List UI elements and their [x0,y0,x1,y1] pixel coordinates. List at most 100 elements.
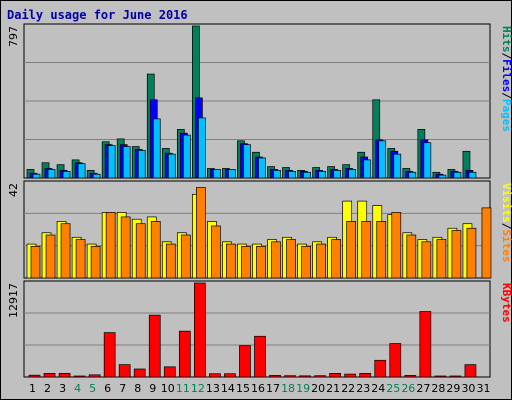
bar-kbytes-day-25 [389,343,402,378]
bar-sites-day-25 [391,212,402,279]
bar-kbytes-day-20 [314,375,326,378]
bar-sites-day-24 [376,221,387,279]
x-tick-day-29: 29 [446,382,460,395]
x-tick-day-2: 2 [44,382,51,395]
bar-pages-day-3 [62,170,71,179]
bar-sites-day-11 [180,234,191,279]
bar-sites-day-12 [196,187,206,279]
bar-pages-day-24 [378,140,387,179]
y-max-label: 12917 [7,283,20,318]
bar-sites-day-28 [436,239,447,279]
bar-sites-day-22 [346,221,357,279]
legend-visits: Visits [500,183,512,223]
bar-pages-day-20 [318,170,326,179]
legend-separator: / [500,223,512,230]
bar-kbytes-day-9 [148,314,161,378]
x-tick-day-27: 27 [416,382,430,395]
legend-pages: Pages [500,99,512,132]
x-tick-day-12: 12 [191,382,205,395]
x-tick-day-30: 30 [461,382,475,395]
bar-sites-day-18 [286,239,296,279]
y-max-label: 797 [7,26,20,47]
x-tick-day-9: 9 [149,382,156,395]
series-sites [30,187,492,279]
panel-legend: Hits/Files/Pages [500,26,512,132]
x-tick-day-8: 8 [134,382,141,395]
legend-kbytes: KBytes [500,283,512,323]
bar-pages-day-15 [243,144,251,179]
x-axis-day-labels: 1 2 3 4 5 6 7 8 9 10 11 12 13 14 15 16 17 18 19 20 21 22 23 24 2… [29,382,490,395]
x-tick-day-3: 3 [59,382,66,395]
bar-sites-day-17 [271,241,281,279]
bar-pages-day-18 [288,170,296,179]
x-tick-day-26: 26 [401,382,415,395]
bar-pages-day-21 [333,170,341,179]
bar-pages-day-27 [423,142,432,179]
bar-pages-day-10 [167,153,176,179]
legend-hits: Hits [500,26,512,53]
bar-sites-day-20 [316,243,326,279]
bar-pages-day-7 [122,146,131,179]
chart-title: Daily usage for June 2016 [7,8,188,22]
bar-sites-day-8 [135,223,146,279]
bar-kbytes-day-18 [284,375,296,378]
x-tick-day-15: 15 [236,382,250,395]
x-tick-day-28: 28 [431,382,445,395]
bar-kbytes-day-30 [464,364,477,378]
x-tick-day-24: 24 [371,382,385,395]
x-tick-day-31: 31 [476,382,490,395]
bar-kbytes-day-12 [194,282,206,378]
bar-kbytes-day-11 [178,330,191,378]
x-tick-day-22: 22 [341,382,355,395]
bar-pages-day-26 [408,171,417,179]
bar-sites-day-23 [361,221,372,279]
x-tick-day-21: 21 [326,382,340,395]
bar-kbytes-day-29 [449,375,462,378]
x-tick-day-4: 4 [74,382,81,395]
bar-kbytes-day-10 [163,366,176,378]
bar-pages-day-6 [107,145,116,179]
bar-pages-day-5 [92,173,101,179]
bar-kbytes-day-19 [299,375,311,378]
x-tick-day-6: 6 [104,382,111,395]
x-tick-day-23: 23 [356,382,370,395]
bar-kbytes-day-21 [329,373,341,378]
bar-kbytes-day-4 [73,375,86,378]
series-pages [32,117,477,179]
bar-sites-day-29 [451,230,462,279]
x-tick-day-16: 16 [251,382,265,395]
x-tick-day-13: 13 [206,382,220,395]
bar-kbytes-day-23 [359,373,372,378]
legend-separator: / [500,92,512,99]
panel-kbytes: 12917 KBytes [7,280,512,378]
bar-pages-day-13 [213,169,221,179]
bar-sites-day-19 [301,245,311,279]
bar-pages-day-25 [393,153,402,179]
bar-kbytes-day-16 [254,335,266,378]
bar-sites-day-30 [466,227,477,279]
x-tick-day-14: 14 [221,382,235,395]
bar-kbytes-day-6 [103,332,116,378]
bar-kbytes-day-24 [374,359,387,378]
legend-separator: / [500,53,512,60]
bar-pages-day-4 [77,163,86,179]
legend-files: Files [500,59,512,92]
bar-sites-day-13 [211,225,221,279]
x-tick-day-17: 17 [266,382,280,395]
x-tick-day-19: 19 [296,382,310,395]
bar-kbytes-day-1 [28,374,41,378]
bar-sites-day-9 [150,221,161,279]
bar-pages-day-22 [348,169,357,179]
bar-kbytes-day-26 [404,375,417,378]
bar-sites-day-3 [60,223,71,279]
x-tick-day-10: 10 [161,382,175,395]
bar-pages-day-2 [47,169,56,179]
bar-sites-day-7 [120,216,131,279]
x-tick-day-11: 11 [176,382,190,395]
bar-pages-day-28 [438,174,447,179]
x-tick-day-20: 20 [311,382,325,395]
panel-visits-sites: 42 Visits/Sites [7,180,512,279]
bar-kbytes-day-17 [269,375,281,378]
legend-sites: Sites [500,229,512,262]
